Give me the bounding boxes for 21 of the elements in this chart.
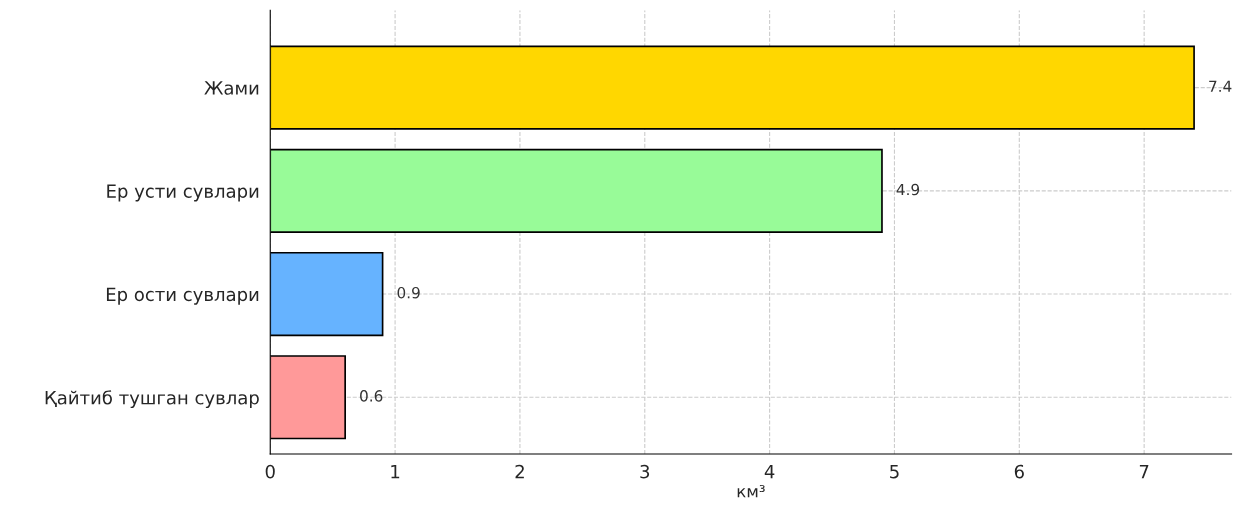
data-label: 0.9 — [397, 286, 420, 299]
x-tick-label: 4 — [764, 464, 775, 479]
bar — [270, 45, 1195, 130]
y-tick-label: Ер ости сувлари — [106, 287, 259, 305]
x-tick-label: 3 — [640, 464, 650, 479]
x-tick-label: 1 — [391, 464, 400, 479]
y-tick-label: Ер усти сувлари — [107, 184, 259, 202]
x-tick-label: 5 — [890, 464, 899, 479]
data-label: 7.4 — [1209, 80, 1232, 92]
x-tick-label: 0 — [265, 464, 275, 479]
x-axis-title: км³ — [737, 484, 765, 498]
x-tick-label: 7 — [1139, 464, 1149, 479]
bar — [270, 148, 883, 233]
bar — [270, 355, 346, 440]
x-tick-label: 2 — [515, 464, 524, 479]
bar — [270, 251, 384, 337]
data-label: 0.6 — [360, 390, 383, 402]
x-tick-label: 6 — [1014, 464, 1024, 479]
y-tick-label: Жами — [204, 81, 259, 95]
data-label: 4.9 — [896, 183, 920, 196]
y-tick-label: Қайтиб тушган сувлар — [45, 390, 259, 409]
